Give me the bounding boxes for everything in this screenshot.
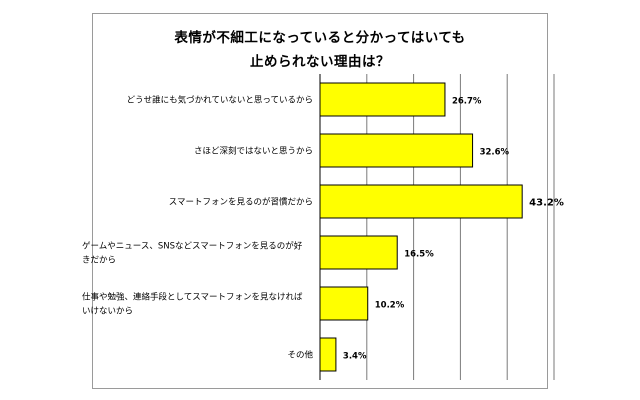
category-label: その他 bbox=[287, 350, 313, 361]
data-label: 16.5% bbox=[404, 250, 434, 260]
data-label: 26.7% bbox=[452, 97, 482, 107]
bar bbox=[319, 235, 398, 270]
bar bbox=[319, 286, 369, 321]
data-label: 10.2% bbox=[375, 301, 405, 311]
bar bbox=[319, 337, 337, 372]
category-label: いけないから bbox=[82, 307, 133, 317]
category-label: ゲームやニュース、SNSなどスマートフォンを見るのが好 bbox=[82, 241, 303, 252]
bar bbox=[319, 133, 474, 168]
category-label: 仕事や勉強、連絡手段としてスマートフォンを見なければ bbox=[82, 292, 303, 303]
bar bbox=[319, 184, 523, 219]
data-label: 32.6% bbox=[480, 148, 510, 158]
chart-title-line-1: 表情が不細工になっていると分かってはいても bbox=[174, 30, 466, 46]
category-label: さほど深刻ではないと思うから bbox=[194, 146, 313, 157]
chart-title-line-2: 止められない理由は？ bbox=[250, 54, 390, 70]
category-label: どうせ誰にも気づかれていないと思っているから bbox=[127, 95, 313, 106]
data-label: 3.4% bbox=[343, 352, 367, 362]
category-label: スマートフォンを見るのが習慣だから bbox=[169, 197, 313, 208]
bar bbox=[319, 82, 446, 117]
category-label: きだから bbox=[82, 256, 116, 266]
data-label: 43.2% bbox=[529, 198, 564, 209]
